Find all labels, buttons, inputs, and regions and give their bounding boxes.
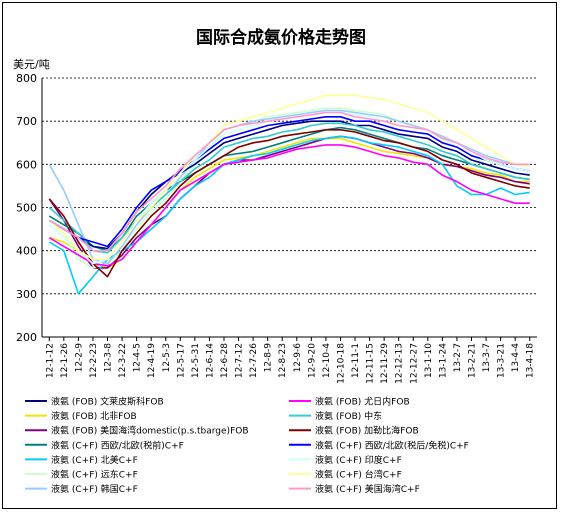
x-tick-label: 13-1-10 [424, 343, 434, 378]
chart-frame: 国际合成氨价格走势图 美元/吨 200 300 400 500 600 700 800 12-… [2, 2, 557, 509]
legend-entry: 液氨 (C+F) 北美C+F [51, 454, 138, 466]
series-line-3 [48, 126, 530, 252]
x-tick-label: 13-4-18 [526, 343, 536, 378]
series-line-14 [48, 111, 530, 252]
legend-entry: 液氨 (C+F) 台湾C+F [315, 469, 402, 481]
series-line-11 [48, 116, 530, 248]
legend-entry: 液氨 (FOB) 尤日内FOB [315, 396, 410, 408]
x-tick-label: 12-8-23 [278, 343, 288, 378]
series-line-4 [48, 135, 530, 295]
x-tick-label: 12-9-20 [307, 343, 317, 378]
x-tick-label: 12-3-22 [118, 343, 128, 378]
legend-entry: 液氨 (FOB) 文莱皮斯科FOB [51, 396, 164, 408]
y-tick-label: 700 [16, 115, 37, 128]
legend-entry: 液氨 (C+F) 韩国C+F [51, 483, 138, 495]
chart-title: 国际合成氨价格走势图 [196, 27, 366, 48]
x-tick-label: 13-1-24 [438, 343, 448, 378]
x-tick-label: 12-4-5 [133, 343, 143, 372]
x-tick-label: 12-12-27 [409, 343, 419, 384]
x-tick-label: 13-4-4 [511, 343, 521, 373]
y-tick-label: 400 [16, 245, 37, 258]
series-line-6 [48, 109, 530, 265]
x-tick-label: 13-2-7 [453, 343, 463, 372]
legend-entry: 液氨 (C+F) 西欧/北欧(税后/免税)C+F [315, 439, 469, 451]
x-tick-label: 12-7-12 [235, 343, 245, 378]
series-line-9 [48, 144, 530, 267]
x-tick-label: 12-11-1 [351, 343, 361, 378]
y-tick-label: 600 [16, 158, 37, 171]
y-tick-label: 800 [16, 72, 37, 85]
x-tick-label: 12-6-28 [220, 343, 230, 378]
x-tick-label: 12-7-26 [249, 343, 259, 378]
x-tick-label: 12-10-4 [322, 343, 332, 378]
x-tick-label: 12-2-23 [89, 343, 99, 378]
x-tick-label: 12-3-8 [104, 343, 114, 373]
y-tick-label: 500 [16, 202, 37, 215]
x-tick-label: 12-4-19 [147, 343, 157, 378]
legend-entry: 液氨 (FOB) 中东 [315, 410, 382, 422]
price-trend-chart: 国际合成氨价格走势图 美元/吨 200 300 400 500 600 700 800 12-… [13, 27, 537, 495]
series-line-8 [48, 122, 530, 254]
x-tick-label: 12-9-6 [293, 343, 303, 373]
x-tick-label: 12-12-13 [395, 343, 405, 384]
x-tick-label: 12-11-15 [366, 343, 376, 384]
legend-entry: 液氨 (FOB) 北非FOB [51, 410, 137, 422]
x-tick-label: 12-1-12 [45, 343, 55, 378]
legend-entry: 液氨 (C+F) 西欧/北欧(税前)C+F [51, 439, 184, 451]
x-tick-label: 12-2-9 [74, 343, 84, 373]
plot-area: 200 300 400 500 600 700 800 12-1-12 12-1-26 12-2-… [16, 72, 537, 384]
x-tick-label: 12-5-31 [191, 343, 201, 378]
x-tick-label: 12-5-17 [176, 343, 186, 378]
x-tick-label: 12-6-14 [205, 343, 215, 378]
x-tick-label: 12-1-26 [60, 343, 70, 378]
legend-entry: 液氨 (FOB) 美国海湾domestic(p.s.tbarge)FOB [51, 425, 249, 437]
x-tick-label: 12-11-29 [380, 343, 390, 384]
legend-entry: 液氨 (C+F) 美国海湾C+F [315, 483, 420, 495]
legend-entry: 液氨 (C+F) 远东C+F [51, 469, 138, 481]
series-line-13 [48, 94, 530, 261]
x-tick-label: 12-8-9 [264, 343, 274, 373]
y-axis-label: 美元/吨 [13, 58, 50, 71]
x-tick-label: 13-3-7 [482, 343, 492, 372]
legend-entry: 液氨 (C+F) 印度C+F [315, 454, 402, 466]
y-tick-label: 300 [16, 288, 37, 301]
x-tick-label: 13-3-21 [497, 343, 507, 378]
x-tick-label: 12-10-18 [336, 343, 346, 384]
series-line-5 [48, 107, 530, 269]
y-tick-label: 200 [16, 331, 37, 344]
legend-entry: 液氨 (FOB) 加勒比海FOB [315, 425, 419, 437]
legend: 液氨 (FOB) 文莱皮斯科FOB 液氨 (FOB) 尤日内FOB 液氨 (FOB)… [25, 396, 469, 495]
x-tick-label: 13-2-21 [467, 343, 477, 378]
series-line-10 [48, 129, 530, 278]
x-tick-label: 12-5-3 [162, 343, 172, 372]
